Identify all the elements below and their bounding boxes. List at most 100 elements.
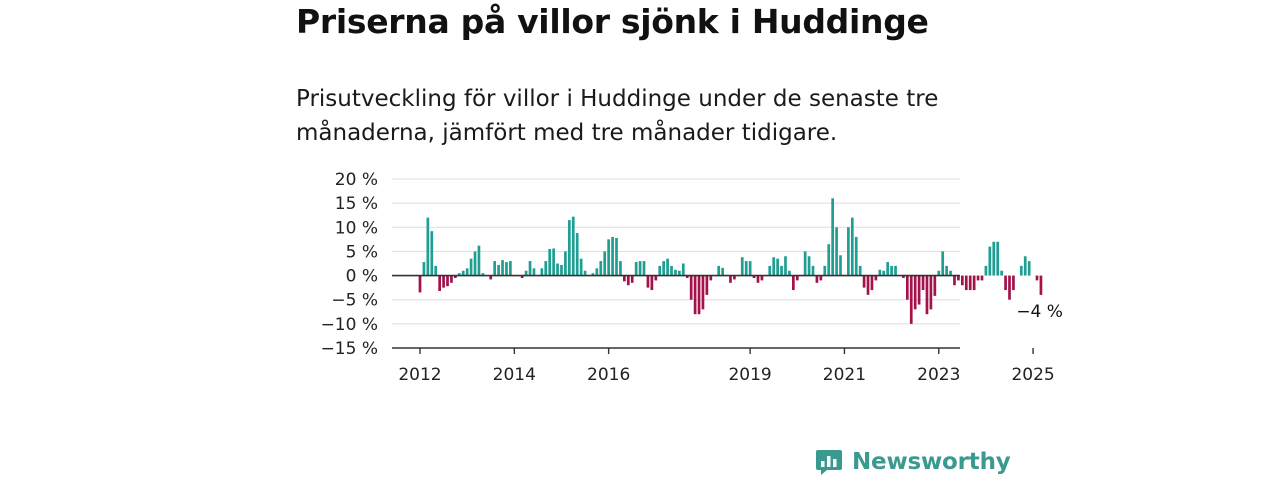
bar: [992, 241, 996, 276]
bar: [658, 265, 662, 276]
bar: [972, 275, 976, 291]
grid-lines: [392, 178, 960, 349]
bar: [1039, 275, 1043, 295]
bar: [544, 261, 548, 276]
bar: [461, 270, 465, 276]
annotations: −4 %: [1016, 302, 1063, 322]
bar: [921, 275, 925, 291]
x-axis-ticks: 2012 2014 2016 2019 2021 2023 2025: [398, 348, 1055, 385]
bar: [662, 261, 666, 276]
x-tick-label: 2023: [917, 365, 960, 385]
bar: [501, 260, 504, 276]
bar: [552, 248, 555, 276]
bar: [650, 275, 654, 291]
y-tick-label: −15 %: [321, 339, 378, 359]
bar: [953, 275, 956, 286]
bar: [748, 261, 752, 276]
bar: [784, 256, 787, 276]
bar: [579, 258, 583, 276]
bar: [595, 268, 599, 276]
bar: [850, 217, 854, 276]
bar: [548, 249, 552, 276]
bar: [654, 275, 658, 281]
bar: [477, 245, 481, 276]
bar: [807, 256, 811, 276]
bar: [540, 268, 544, 276]
bar: [949, 270, 952, 276]
bar: [909, 275, 913, 324]
bar: [886, 262, 890, 276]
x-tick-label: 2014: [493, 365, 536, 385]
bar: [760, 275, 764, 281]
bar: [905, 275, 909, 300]
bar: [603, 251, 607, 276]
bar: [980, 275, 984, 281]
bar: [634, 262, 638, 276]
bar: [827, 244, 831, 276]
bar: [607, 239, 610, 276]
bar: [721, 267, 724, 276]
bar: [1004, 275, 1007, 291]
bar: [941, 251, 945, 276]
bar: [752, 275, 756, 278]
bar: [528, 261, 532, 276]
bar: [882, 270, 886, 276]
bar: [611, 236, 614, 276]
bar: [524, 270, 528, 276]
bar: [1000, 270, 1003, 276]
bar: [670, 265, 673, 276]
y-tick-label: 0 %: [346, 267, 378, 287]
bar: [835, 227, 838, 276]
bar: [744, 261, 748, 276]
x-tick-label: 2025: [1011, 365, 1054, 385]
bar: [1012, 275, 1015, 291]
bar: [638, 261, 642, 276]
bar: [917, 275, 921, 305]
bars: [418, 198, 1043, 324]
bar: [619, 261, 622, 276]
bar: [831, 198, 834, 276]
bar: [450, 275, 453, 283]
y-tick-label: 5 %: [346, 242, 378, 262]
bar: [493, 261, 497, 276]
bar: [780, 265, 783, 276]
bar: [666, 258, 669, 276]
bar: [968, 275, 972, 291]
bar: [803, 251, 807, 276]
bar: [583, 270, 587, 276]
bar: [729, 275, 732, 283]
bar: [988, 246, 992, 276]
bar: [442, 275, 445, 288]
bar: [489, 275, 493, 280]
bar: [509, 261, 512, 276]
bar: [929, 275, 933, 310]
bar: [473, 251, 477, 276]
bar: [422, 262, 426, 276]
bar: [795, 275, 799, 281]
bar: [701, 275, 705, 310]
bar: [446, 275, 449, 287]
x-tick-label: 2021: [823, 365, 866, 385]
bar: [615, 237, 618, 276]
bar: [681, 263, 685, 276]
bar: [556, 263, 559, 276]
y-tick-label: 15 %: [335, 194, 378, 214]
bar: [1019, 265, 1023, 276]
bar: [768, 265, 772, 276]
y-axis-ticks: 20 % 15 % 10 % 5 % 0 % −5 % −10 % −15 %: [321, 170, 378, 359]
bar: [571, 216, 575, 276]
bar: [689, 275, 693, 300]
bar: [454, 275, 457, 278]
bar: [945, 265, 948, 276]
bar: [591, 273, 595, 276]
bar: [776, 258, 779, 276]
y-tick-label: −10 %: [321, 315, 378, 335]
bar: [740, 257, 744, 276]
bar: [646, 275, 650, 288]
bar: [1035, 275, 1039, 281]
bar: [709, 275, 713, 281]
bar: [705, 275, 709, 295]
bar: [642, 261, 646, 276]
newsworthy-logo: Newsworthy: [815, 446, 1011, 478]
chart-title: Priserna på villor sjönk i Huddinge: [296, 2, 929, 41]
